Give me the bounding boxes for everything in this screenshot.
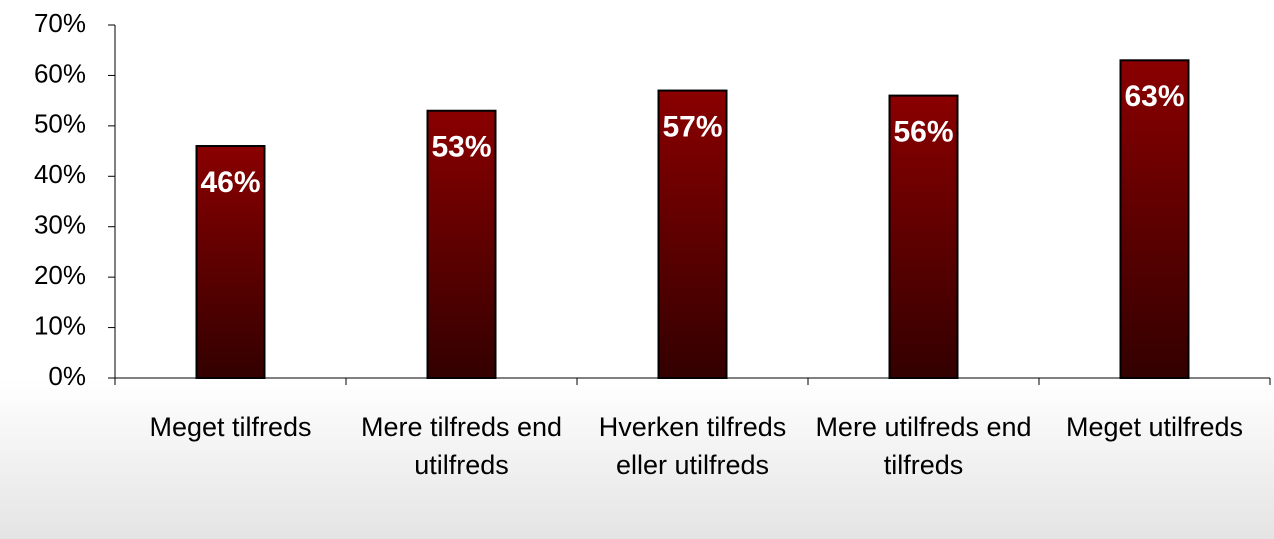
x-tick-label: Meget tilfreds bbox=[149, 412, 312, 442]
y-tick-label: 70% bbox=[34, 8, 86, 38]
y-tick-label: 50% bbox=[34, 109, 86, 139]
y-tick-label: 30% bbox=[34, 210, 86, 240]
y-tick-label: 60% bbox=[34, 58, 86, 88]
value-label: 46% bbox=[200, 166, 260, 199]
y-tick-label: 0% bbox=[48, 361, 86, 391]
x-tick-label: Mere utilfreds end tilfreds bbox=[815, 412, 1032, 480]
value-label: 57% bbox=[662, 110, 722, 143]
x-tick-label: Mere tilfreds end utilfreds bbox=[360, 412, 563, 480]
value-label: 63% bbox=[1124, 80, 1184, 113]
bar bbox=[1119, 59, 1190, 380]
x-tick-label: Hverken tilfreds eller utilfreds bbox=[598, 412, 787, 480]
y-tick-label: 10% bbox=[34, 310, 86, 340]
bar bbox=[426, 109, 497, 379]
value-label: 53% bbox=[431, 131, 491, 164]
y-tick-label: 20% bbox=[34, 260, 86, 290]
value-label: 56% bbox=[893, 116, 953, 149]
bar bbox=[195, 145, 266, 379]
bar bbox=[657, 89, 728, 380]
x-tick-label: Meget utilfreds bbox=[1065, 412, 1244, 442]
y-tick-label: 40% bbox=[34, 159, 86, 189]
bar bbox=[888, 94, 959, 379]
